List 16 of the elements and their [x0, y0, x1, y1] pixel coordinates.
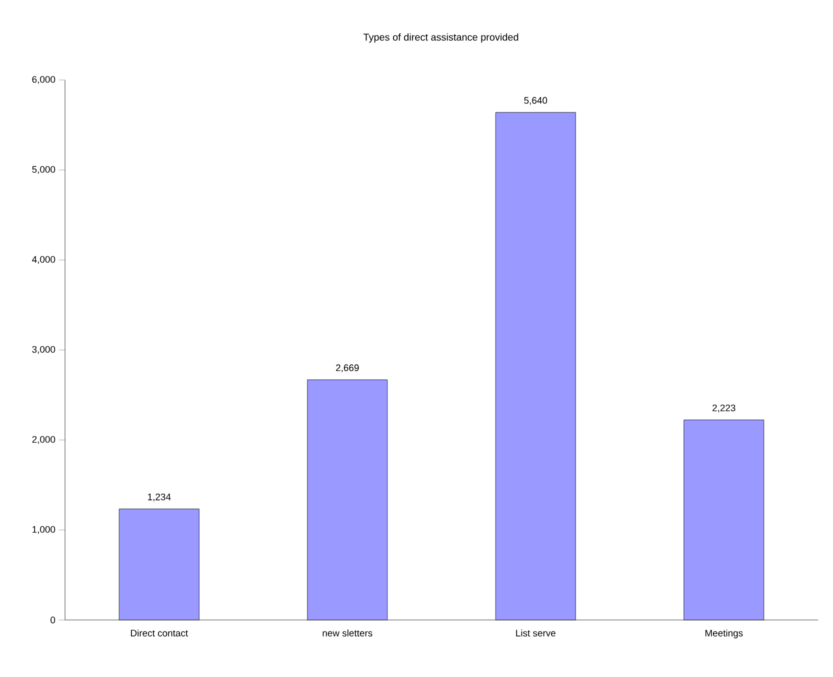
y-tick-label: 0 [50, 616, 56, 624]
y-tick-label: 4,000 [32, 256, 56, 264]
chart-title: Types of direct assistance provided [363, 33, 518, 43]
data-label: 5,640 [524, 97, 548, 105]
data-label: 1,234 [148, 494, 171, 502]
y-tick-label: 5,000 [32, 166, 56, 174]
x-tick-label: new sletters [322, 630, 372, 636]
x-tick-label: List serve [516, 630, 556, 636]
x-tick-label: Direct contact [130, 630, 188, 636]
data-label: 2,669 [336, 364, 359, 372]
data-label: 2,223 [712, 404, 736, 412]
x-tick-label: Meetings [705, 630, 743, 638]
y-tick-label: 6,000 [32, 76, 56, 84]
y-tick-label: 1,000 [32, 526, 56, 534]
y-tick-label: 3,000 [32, 346, 56, 354]
y-tick-label: 2,000 [32, 436, 56, 444]
